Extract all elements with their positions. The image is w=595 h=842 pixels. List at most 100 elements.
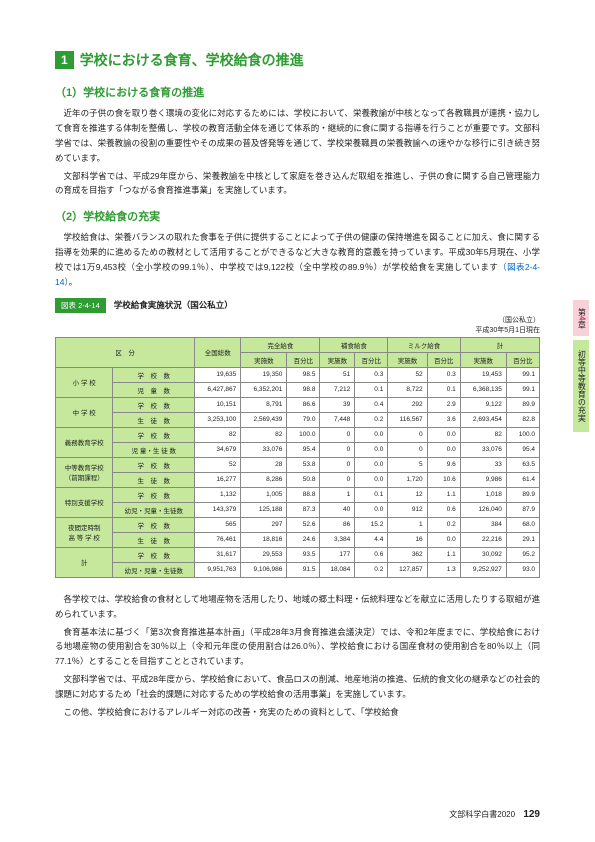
row-label: 学 校 数 (113, 517, 195, 532)
cell: 1.1 (427, 547, 460, 562)
row-label: 生 徒 数 (113, 412, 195, 427)
cell: 99.1 (506, 382, 539, 397)
cell: 18,816 (241, 532, 287, 547)
row-label: 学 校 数 (113, 547, 195, 562)
cell: 9,106,986 (241, 562, 287, 577)
cell: 100.0 (506, 427, 539, 442)
cell: 1,720 (388, 472, 427, 487)
cell: 565 (195, 517, 241, 532)
cell: 384 (460, 517, 506, 532)
cell: 89.9 (506, 487, 539, 502)
cell: 39 (320, 397, 355, 412)
cell: 99.1 (506, 367, 539, 382)
cell: 0.3 (427, 367, 460, 382)
cell: 51 (320, 367, 355, 382)
footer-text: 文部科学白書2020 (449, 810, 515, 819)
cell: 63.5 (506, 457, 539, 472)
cell: 8,286 (241, 472, 287, 487)
subtitle-2: （2）学校給食の充実 (55, 208, 540, 224)
cell: 76,461 (195, 532, 241, 547)
paragraph: 近年の子供の食を取り巻く環境の変化に対応するためには、学校において、栄養教諭が中… (55, 106, 540, 166)
cell: 29.1 (506, 532, 539, 547)
row-group: 特別支援学校 (56, 487, 113, 517)
row-group: 中 学 校 (56, 397, 113, 427)
cell: 34,679 (195, 442, 241, 457)
cell: 0.1 (427, 382, 460, 397)
cell: 0.0 (355, 442, 388, 457)
cell: 0.0 (355, 427, 388, 442)
cell: 0.2 (427, 517, 460, 532)
cell: 28 (241, 457, 287, 472)
row-group: 計 (56, 547, 113, 577)
paragraph: 文部科学省では、平成29年度から、栄養教諭を中核として家庭を巻き込んだ取組を推進… (55, 169, 540, 199)
cell: 6,427,867 (195, 382, 241, 397)
cell: 24.6 (287, 532, 320, 547)
subtitle-1: （1）学校における食育の推進 (55, 84, 540, 100)
cell: 912 (388, 502, 427, 517)
row-label: 学 校 数 (113, 427, 195, 442)
row-label: 学 校 数 (113, 397, 195, 412)
cell: 95.4 (287, 442, 320, 457)
cell: 8,791 (241, 397, 287, 412)
figure-title: 学校給食実施状況（国公私立） (114, 299, 233, 311)
cell: 3,253,100 (195, 412, 241, 427)
cell: 0.0 (355, 472, 388, 487)
cell: 19,350 (241, 367, 287, 382)
cell: 143,379 (195, 502, 241, 517)
data-table: 区 分 全国総数 完全給食 補食給食 ミルク給食 計 実施数百分比 実施数百分比… (55, 337, 540, 578)
cell: 2,693,454 (460, 412, 506, 427)
row-group: 義務教育学校 (56, 427, 113, 457)
th: 百分比 (506, 352, 539, 367)
cell: 40 (320, 502, 355, 517)
cell: 6,368,135 (460, 382, 506, 397)
th: 全国総数 (195, 337, 241, 367)
cell: 3.6 (427, 412, 460, 427)
cell: 126,040 (460, 502, 506, 517)
cell: 86.6 (287, 397, 320, 412)
cell: 82 (241, 427, 287, 442)
cell: 4.4 (355, 532, 388, 547)
cell: 0.0 (427, 427, 460, 442)
th: 計 (460, 337, 539, 352)
cell: 362 (388, 547, 427, 562)
section-title-text: 学校における食育、学校給食の推進 (80, 50, 304, 70)
cell: 79.0 (287, 412, 320, 427)
cell: 82 (460, 427, 506, 442)
cell: 0 (320, 457, 355, 472)
cell: 93.0 (506, 562, 539, 577)
cell: 2.9 (427, 397, 460, 412)
cell: 16,277 (195, 472, 241, 487)
row-label: 児 童・生 徒 数 (113, 442, 195, 457)
row-group: 中等教育学校（前期課程） (56, 457, 113, 487)
side-tabs: 第4章 初等中等教育の充実 (573, 300, 595, 432)
table-note: （国公私立）平成30年5月1日現在 (55, 315, 540, 335)
cell: 98.8 (287, 382, 320, 397)
cell: 0 (320, 442, 355, 457)
cell: 87.9 (506, 502, 539, 517)
row-label: 生 徒 数 (113, 532, 195, 547)
page-footer: 文部科学白書2020 129 (449, 809, 540, 820)
section-title: 1 学校における食育、学校給食の推進 (55, 50, 540, 70)
cell: 31,617 (195, 547, 241, 562)
row-label: 児 童 数 (113, 382, 195, 397)
th: 実施数 (241, 352, 287, 367)
cell: 9,122 (460, 397, 506, 412)
cell: 88.8 (287, 487, 320, 502)
cell: 0.1 (355, 382, 388, 397)
tab-text2: 章 (577, 320, 586, 328)
cell: 29,553 (241, 547, 287, 562)
paragraph: この他、学校給食におけるアレルギー対応の改善・充実のための資料として、「学校給食 (55, 705, 540, 720)
cell: 6,352,201 (241, 382, 287, 397)
cell: 0.1 (355, 487, 388, 502)
cell: 5 (388, 457, 427, 472)
cell: 1,005 (241, 487, 287, 502)
cell: 52.6 (287, 517, 320, 532)
cell: 297 (241, 517, 287, 532)
cell: 0 (388, 442, 427, 457)
figure-label: 図表 2-4-14 (55, 298, 106, 313)
cell: 2,569,439 (241, 412, 287, 427)
row-label: 幼児・児童・生徒数 (113, 502, 195, 517)
cell: 1 (388, 517, 427, 532)
cell: 3,384 (320, 532, 355, 547)
cell: 1,132 (195, 487, 241, 502)
